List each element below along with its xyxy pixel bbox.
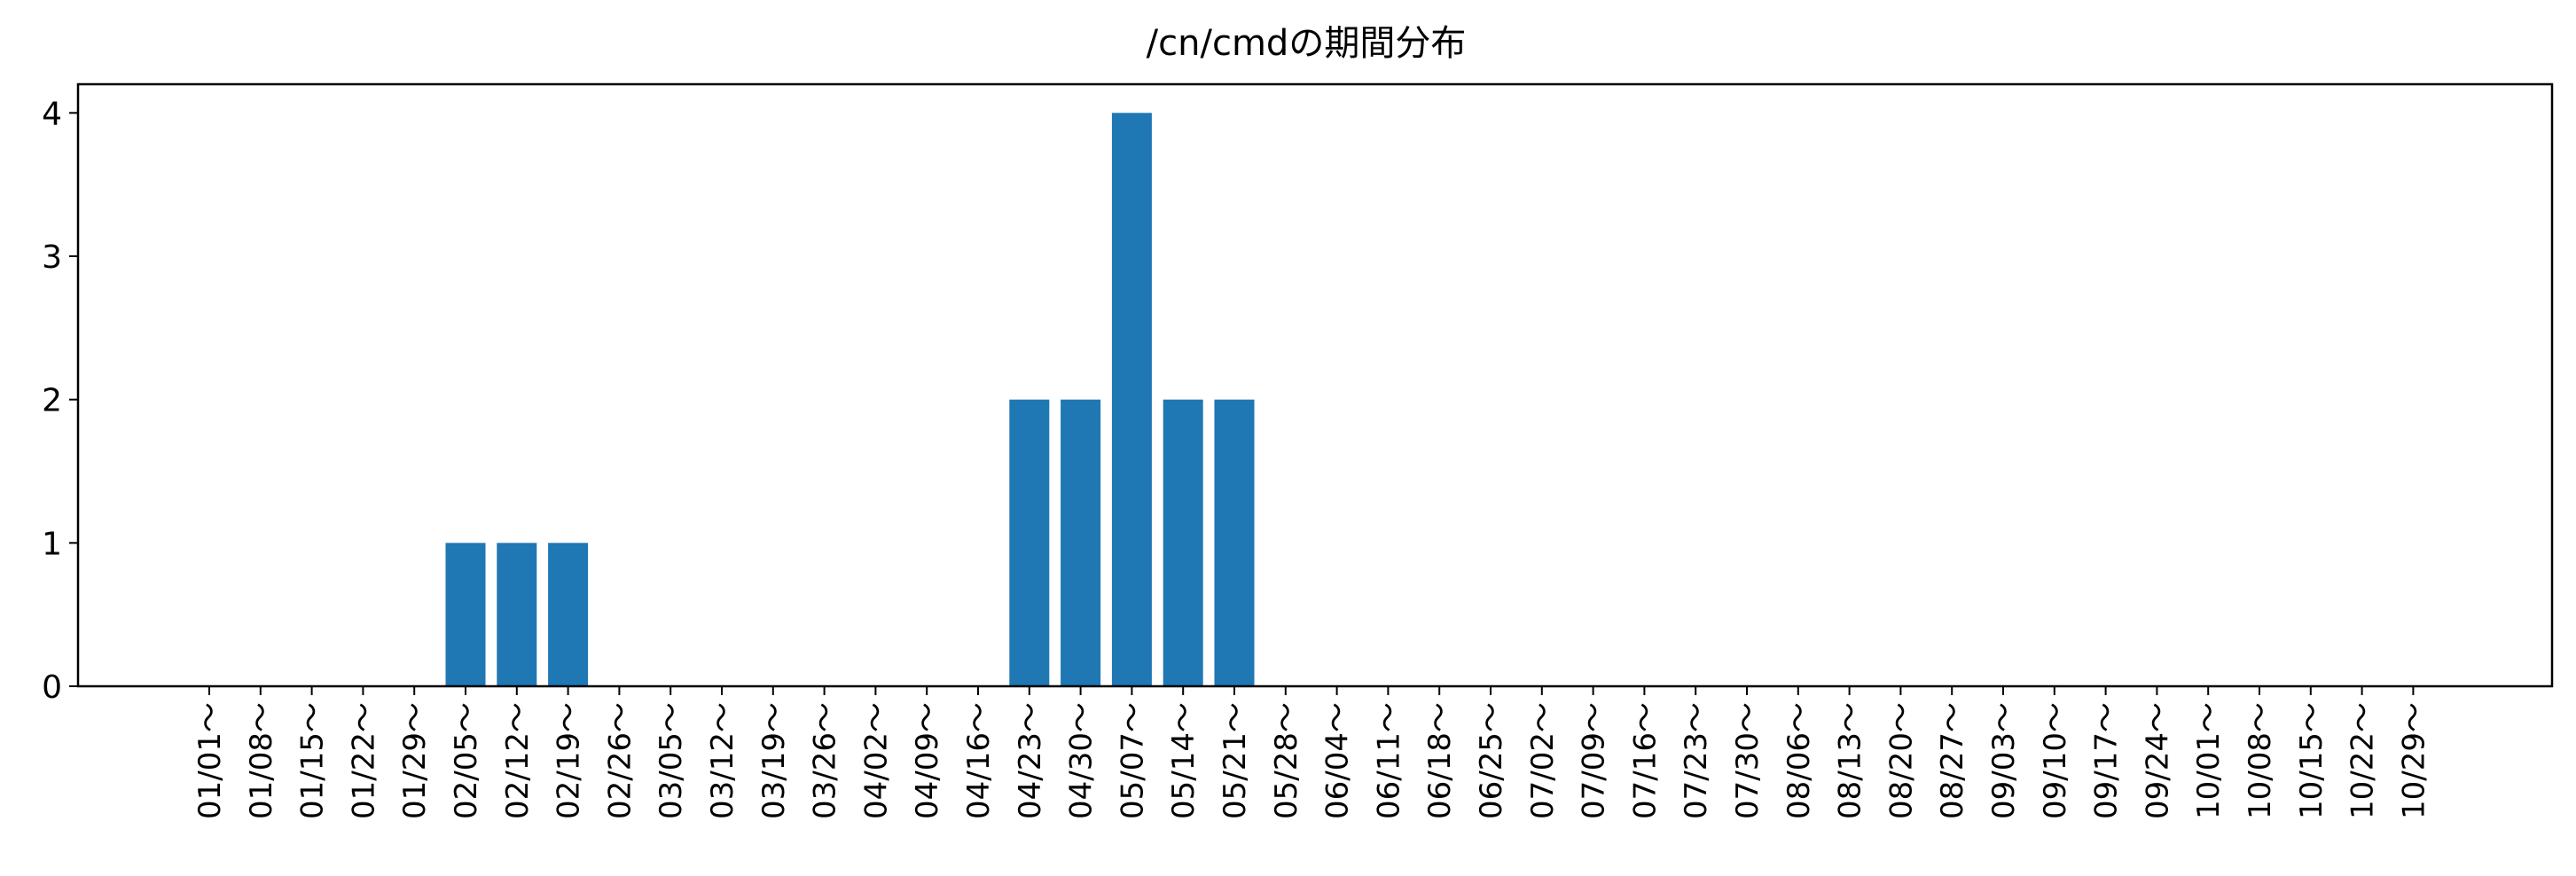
x-tick-label: 06/11～ [1371,702,1406,819]
bar-series [445,113,1255,687]
bar [1061,399,1101,686]
y-axis: 0 1 2 3 4 [42,96,78,706]
bar [1111,113,1152,687]
y-tick-label: 1 [42,526,62,562]
x-tick-label: 02/19～ [552,702,587,819]
y-tick-label: 2 [42,383,62,419]
bar [548,543,589,686]
x-tick-label: 02/12～ [500,702,536,819]
x-tick-label: 02/05～ [449,702,484,819]
x-tick-label: 07/02～ [1525,702,1561,819]
x-tick-label: 03/12～ [705,702,740,819]
x-axis: 01/01～ 01/08～ 01/15～ 01/22～ 01/29～ 02/05～ 02/1… [192,686,2431,819]
chart-title: /cn/cmdの期間分布 [1147,23,1467,64]
x-tick-label: 09/17～ [2089,702,2125,819]
y-tick-label: 4 [42,96,62,132]
x-tick-label: 08/13～ [1833,702,1868,819]
plot-frame [76,82,2554,688]
x-tick-label: 07/23～ [1679,702,1714,819]
x-tick-label: 03/26～ [808,702,843,819]
y-tick-label: 3 [42,239,62,276]
x-tick-label: 06/25～ [1474,702,1509,819]
x-tick-label: 07/16～ [1627,702,1663,819]
x-tick-label: 09/10～ [2038,702,2073,819]
x-tick-label: 01/22～ [346,702,381,819]
x-tick-label: 10/15～ [2294,702,2329,819]
x-tick-label: 07/30～ [1730,702,1766,819]
x-tick-label: 09/24～ [2140,702,2175,819]
x-tick-label: 09/03～ [1986,702,2022,819]
bar [1009,399,1050,686]
x-tick-label: 07/09～ [1577,702,1612,819]
x-tick-label: 01/08～ [244,702,279,819]
x-tick-label: 10/22～ [2345,702,2381,819]
x-tick-label: 08/20～ [1883,702,1919,819]
x-tick-label: 04/09～ [910,702,945,819]
x-tick-label: 10/01～ [2191,702,2227,819]
x-tick-label: 04/16～ [961,702,997,819]
x-tick-label: 10/29～ [2396,702,2431,819]
bar [1163,399,1203,686]
x-tick-label: 06/04～ [1320,702,1356,819]
x-tick-label: 01/29～ [397,702,433,819]
y-tick-label: 0 [42,669,62,706]
x-tick-label: 05/28～ [1269,702,1304,819]
x-tick-label: 10/08～ [2243,702,2278,819]
x-tick-label: 02/26～ [602,702,638,819]
x-tick-label: 01/01～ [192,702,228,819]
x-tick-label: 01/15～ [295,702,331,819]
x-tick-label: 03/19～ [756,702,792,819]
x-tick-label: 05/14～ [1166,702,1202,819]
x-tick-label: 04/02～ [858,702,894,819]
bar [445,543,486,686]
x-tick-label: 05/21～ [1218,702,1253,819]
x-tick-label: 04/30～ [1064,702,1100,819]
x-tick-label: 08/27～ [1935,702,1970,819]
x-tick-label: 08/06～ [1781,702,1817,819]
x-tick-label: 06/18～ [1422,702,1458,819]
x-tick-label: 05/07～ [1115,702,1150,819]
bar [497,543,537,686]
x-tick-label: 04/23～ [1013,702,1048,819]
x-tick-label: 03/05～ [654,702,689,819]
bar [1214,399,1255,686]
